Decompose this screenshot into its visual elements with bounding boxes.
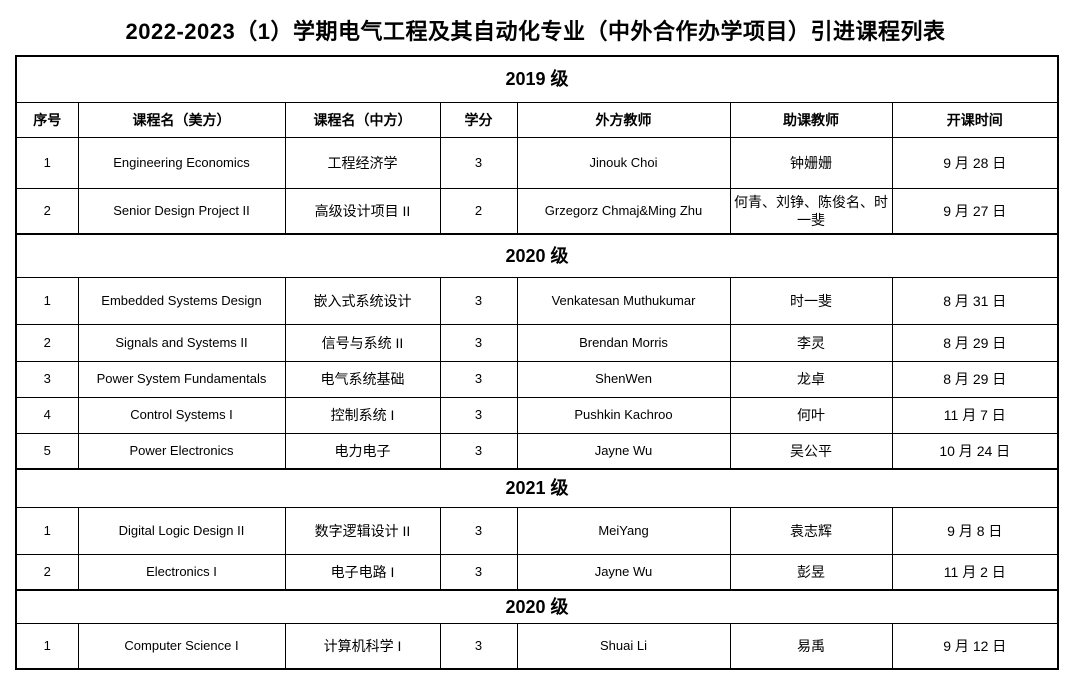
cell-foreign-teacher: Jinouk Choi [516, 136, 731, 189]
cell-credits: 3 [439, 136, 518, 189]
cell-assistant-teacher: 袁志辉 [729, 506, 893, 555]
cell-start-date: 9 月 8 日 [891, 506, 1059, 555]
cell-course-name-us: Senior Design Project II [77, 187, 286, 235]
cell-credits: 2 [439, 187, 518, 235]
cell-course-name-us: Electronics I [77, 553, 286, 591]
table-row: 1 Embedded Systems Design 嵌入式系统设计 3 Venkates… [15, 276, 1059, 325]
table-row: 1 Engineering Economics 工程经济学 3 Jinouk Choi 钟… [15, 136, 1059, 189]
cell-foreign-teacher: Pushkin Kachroo [516, 396, 731, 434]
column-header-assistant-teacher: 助课教师 [729, 101, 893, 138]
cell-start-date: 9 月 27 日 [891, 187, 1059, 235]
cell-credits: 3 [439, 432, 518, 470]
section-header-row: 2020 级 [15, 233, 1059, 278]
cell-credits: 3 [439, 323, 518, 362]
cell-seq: 1 [15, 276, 79, 325]
section-label: 2021 级 [15, 468, 1059, 508]
cell-seq: 2 [15, 187, 79, 235]
cell-credits: 3 [439, 553, 518, 591]
section-label: 2020 级 [15, 589, 1059, 624]
cell-course-name-cn: 电气系统基础 [284, 360, 441, 398]
cell-course-name-cn: 数字逻辑设计 II [284, 506, 441, 555]
table-row: 3 Power System Fundamentals 电气系统基础 3 ShenWen… [15, 360, 1059, 398]
cell-seq: 2 [15, 323, 79, 362]
table-row: 5 Power Electronics 电力电子 3 Jayne Wu 吴公平 10 月 2… [15, 432, 1059, 470]
cell-seq: 3 [15, 360, 79, 398]
column-header-course-name-cn: 课程名（中方） [284, 101, 441, 138]
cell-assistant-teacher: 何青、刘铮、陈俊名、时一斐 [729, 187, 893, 235]
cell-foreign-teacher: Shuai Li [516, 622, 731, 670]
cell-assistant-teacher: 何叶 [729, 396, 893, 434]
cell-assistant-teacher: 龙卓 [729, 360, 893, 398]
cell-start-date: 11 月 2 日 [891, 553, 1059, 591]
cell-assistant-teacher: 李灵 [729, 323, 893, 362]
cell-seq: 2 [15, 553, 79, 591]
course-table: 2019 级序号 课程名（美方） 课程名（中方） 学分 外方教师 助课教师 开课时间 1 Eng… [15, 55, 1060, 670]
section-label: 2019 级 [15, 55, 1059, 103]
cell-foreign-teacher: ShenWen [516, 360, 731, 398]
cell-assistant-teacher: 钟姗姗 [729, 136, 893, 189]
cell-course-name-us: Signals and Systems II [77, 323, 286, 362]
cell-foreign-teacher: Grzegorz Chmaj&Ming Zhu [516, 187, 731, 235]
cell-course-name-us: Power System Fundamentals [77, 360, 286, 398]
cell-course-name-cn: 信号与系统 II [284, 323, 441, 362]
cell-start-date: 9 月 12 日 [891, 622, 1059, 670]
cell-start-date: 8 月 29 日 [891, 360, 1059, 398]
table-row: 2 Senior Design Project II 高级设计项目 II 2 Grzeg… [15, 187, 1059, 235]
cell-foreign-teacher: Jayne Wu [516, 432, 731, 470]
cell-start-date: 8 月 31 日 [891, 276, 1059, 325]
cell-course-name-us: Engineering Economics [77, 136, 286, 189]
section-header-row: 2019 级 [15, 55, 1059, 103]
cell-credits: 3 [439, 360, 518, 398]
cell-course-name-us: Computer Science I [77, 622, 286, 670]
section-header-row: 2021 级 [15, 468, 1059, 508]
table-row: 1 Computer Science I 计算机科学 I 3 Shuai Li 易禹 9 月… [15, 622, 1059, 670]
cell-seq: 1 [15, 506, 79, 555]
table-row: 2 Electronics I 电子电路 I 3 Jayne Wu 彭昱 11 月 2 日 [15, 553, 1059, 591]
cell-foreign-teacher: Venkatesan Muthukumar [516, 276, 731, 325]
cell-start-date: 11 月 7 日 [891, 396, 1059, 434]
column-header-course-name-us: 课程名（美方） [77, 101, 286, 138]
section-label: 2020 级 [15, 233, 1059, 278]
cell-course-name-cn: 工程经济学 [284, 136, 441, 189]
cell-seq: 5 [15, 432, 79, 470]
cell-course-name-us: Digital Logic Design II [77, 506, 286, 555]
cell-course-name-us: Power Electronics [77, 432, 286, 470]
column-header-credits: 学分 [439, 101, 518, 138]
cell-assistant-teacher: 吴公平 [729, 432, 893, 470]
cell-start-date: 9 月 28 日 [891, 136, 1059, 189]
table-row: 4 Control Systems I 控制系统 I 3 Pushkin Kachroo… [15, 396, 1059, 434]
cell-assistant-teacher: 彭昱 [729, 553, 893, 591]
column-header-seq: 序号 [15, 101, 79, 138]
section-header-row: 2020 级 [15, 589, 1059, 624]
cell-start-date: 8 月 29 日 [891, 323, 1059, 362]
cell-foreign-teacher: Jayne Wu [516, 553, 731, 591]
cell-course-name-cn: 控制系统 I [284, 396, 441, 434]
cell-course-name-cn: 电力电子 [284, 432, 441, 470]
column-header-row: 序号 课程名（美方） 课程名（中方） 学分 外方教师 助课教师 开课时间 [15, 101, 1059, 138]
cell-start-date: 10 月 24 日 [891, 432, 1059, 470]
course-table-body: 2019 级序号 课程名（美方） 课程名（中方） 学分 外方教师 助课教师 开课时间 1 Eng… [15, 55, 1059, 670]
cell-course-name-us: Embedded Systems Design [77, 276, 286, 325]
table-row: 1 Digital Logic Design II 数字逻辑设计 II 3 MeiYan… [15, 506, 1059, 555]
cell-course-name-cn: 电子电路 I [284, 553, 441, 591]
column-header-start-date: 开课时间 [891, 101, 1059, 138]
page-title: 2022-2023（1）学期电气工程及其自动化专业（中外合作办学项目）引进课程列… [125, 19, 946, 44]
column-header-foreign-teacher: 外方教师 [516, 101, 731, 138]
cell-course-name-cn: 嵌入式系统设计 [284, 276, 441, 325]
cell-credits: 3 [439, 396, 518, 434]
cell-foreign-teacher: Brendan Morris [516, 323, 731, 362]
cell-seq: 4 [15, 396, 79, 434]
cell-assistant-teacher: 时一斐 [729, 276, 893, 325]
table-row: 2 Signals and Systems II 信号与系统 II 3 Brendan … [15, 323, 1059, 362]
cell-assistant-teacher: 易禹 [729, 622, 893, 670]
cell-seq: 1 [15, 136, 79, 189]
cell-course-name-us: Control Systems I [77, 396, 286, 434]
cell-course-name-cn: 计算机科学 I [284, 622, 441, 670]
cell-credits: 3 [439, 622, 518, 670]
cell-seq: 1 [15, 622, 79, 670]
cell-course-name-cn: 高级设计项目 II [284, 187, 441, 235]
cell-credits: 3 [439, 276, 518, 325]
cell-credits: 3 [439, 506, 518, 555]
cell-foreign-teacher: MeiYang [516, 506, 731, 555]
